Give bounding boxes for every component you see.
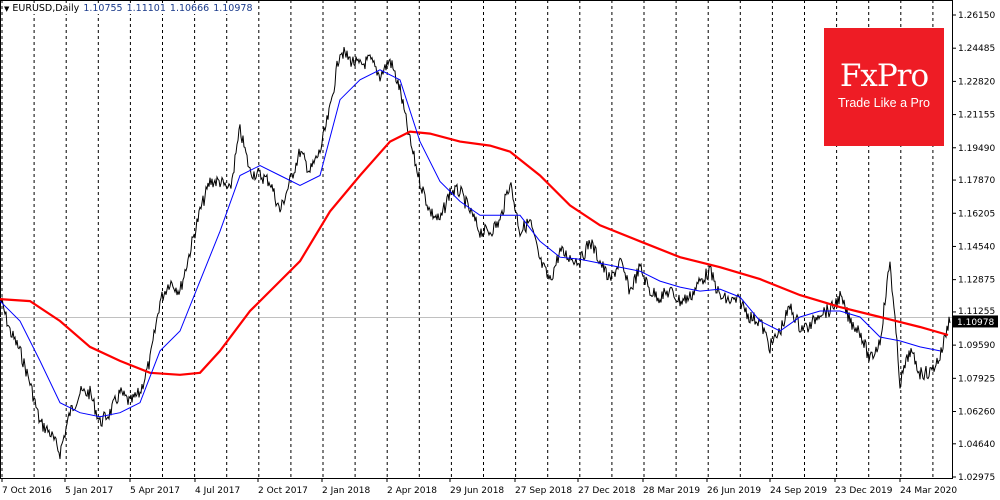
current-price-badge	[953, 315, 998, 328]
x-tick-label: 2 Apr 2018	[387, 486, 437, 496]
price-line	[0, 47, 951, 460]
fast-ma-line	[0, 69, 941, 418]
y-tick-label: 1.26150	[958, 11, 995, 21]
x-tick-label: 24 Sep 2019	[770, 486, 827, 496]
x-tick-label: 24 Mar 2020	[900, 486, 957, 496]
x-tick-label: 28 Mar 2019	[643, 486, 700, 496]
open-value: 1.10755	[83, 3, 123, 14]
x-tick-label: 27 Dec 2018	[578, 486, 636, 496]
y-tick-label: 1.07925	[958, 374, 995, 384]
y-tick-label: 1.22820	[958, 77, 995, 87]
x-tick-label: 2 Jan 2018	[322, 486, 370, 496]
logo-tagline: Trade Like a Pro	[838, 96, 930, 110]
x-tick-label: 23 Dec 2019	[835, 486, 893, 496]
x-tick-label: 26 Jun 2019	[707, 486, 761, 496]
x-tick-label: 5 Jan 2017	[65, 486, 113, 496]
fxpro-logo: FxPro Trade Like a Pro	[824, 28, 944, 146]
dropdown-triangle-icon[interactable]: ▼	[4, 5, 10, 13]
y-axis: 1.26150 1.24485 1.22820 1.21155 1.19490 1.178…	[952, 11, 998, 483]
x-tick-label: 29 Jun 2018	[450, 486, 504, 496]
y-tick-label: 1.17870	[958, 176, 995, 186]
x-axis: 7 Oct 2016 5 Jan 2017 5 Apr 2017 4 Jul 2017…	[1, 478, 957, 496]
x-tick-label: 27 Sep 2018	[515, 486, 572, 496]
y-tick-label: 1.09590	[958, 341, 995, 351]
y-tick-label: 1.04640	[958, 440, 995, 450]
series-lines	[0, 47, 951, 460]
x-tick-label: 7 Oct 2016	[2, 486, 52, 496]
plot-frame	[0, 0, 953, 479]
y-tick-label: 1.06260	[958, 408, 995, 418]
x-tick-label: 2 Oct 2017	[258, 486, 308, 496]
current-price-label: 1.10978	[957, 318, 994, 328]
y-tick-label: 1.11255	[958, 307, 995, 317]
close-value: 1.10978	[213, 3, 253, 14]
x-tick-label: 5 Apr 2017	[130, 486, 180, 496]
x-tick-label: 4 Jul 2017	[195, 486, 240, 496]
y-tick-label: 1.02975	[958, 473, 995, 483]
chart-title: ▼ EURUSD,Daily 1.10755 1.11101 1.10666 1.1097…	[4, 3, 255, 14]
y-tick-label: 1.14540	[958, 242, 995, 252]
y-tick-label: 1.24485	[958, 44, 995, 54]
grid	[0, 0, 953, 479]
y-tick-label: 1.21155	[958, 111, 995, 121]
y-tick-label: 1.16205	[958, 209, 995, 219]
y-tick-label: 1.12875	[958, 276, 995, 286]
high-value: 1.11101	[126, 3, 166, 14]
low-value: 1.10666	[169, 3, 210, 14]
y-tick-label: 1.19490	[958, 144, 995, 154]
logo-brand: FxPro	[839, 58, 929, 94]
slow-ma-line	[0, 130, 949, 376]
symbol-label: EURUSD,Daily	[12, 3, 80, 14]
